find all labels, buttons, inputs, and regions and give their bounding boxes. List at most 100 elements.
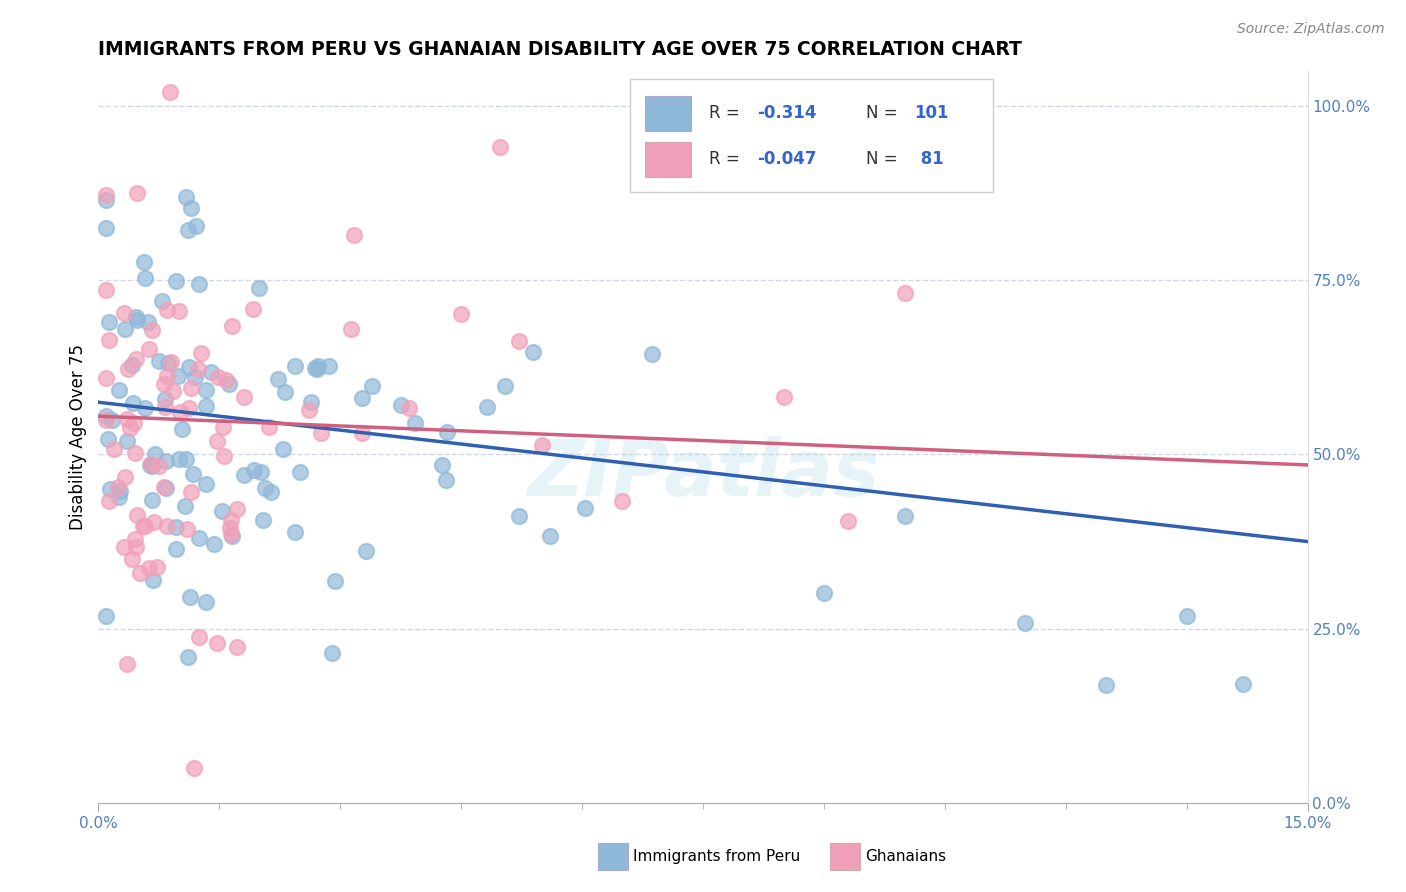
Point bbox=[148, 354, 170, 368]
Point bbox=[169, 405, 191, 419]
Point bbox=[121, 358, 143, 372]
Point bbox=[115, 657, 138, 671]
Point bbox=[450, 307, 472, 321]
Point bbox=[177, 649, 200, 664]
Point bbox=[165, 520, 187, 534]
Point bbox=[141, 323, 163, 337]
Text: -0.314: -0.314 bbox=[758, 104, 817, 122]
Point bbox=[195, 383, 218, 397]
Point bbox=[108, 490, 131, 504]
Point bbox=[97, 432, 120, 446]
Point bbox=[190, 346, 212, 360]
Point bbox=[475, 400, 498, 414]
Point bbox=[153, 376, 176, 391]
Point bbox=[430, 458, 453, 472]
Point bbox=[211, 504, 233, 518]
Point bbox=[299, 395, 322, 409]
Point bbox=[155, 481, 177, 495]
Point bbox=[242, 302, 264, 317]
Point bbox=[233, 467, 256, 482]
Point bbox=[128, 566, 150, 580]
Point bbox=[1095, 678, 1118, 692]
Point bbox=[174, 190, 197, 204]
Point bbox=[98, 482, 121, 496]
Point bbox=[179, 590, 201, 604]
Point bbox=[214, 449, 236, 463]
Point bbox=[1232, 677, 1254, 691]
Point bbox=[112, 305, 135, 319]
Point bbox=[218, 376, 240, 391]
Text: ZIPatlas: ZIPatlas bbox=[527, 435, 879, 512]
Point bbox=[177, 401, 200, 416]
Point bbox=[114, 470, 136, 484]
Point bbox=[172, 422, 194, 436]
Point bbox=[361, 379, 384, 393]
Point bbox=[305, 361, 328, 376]
Point bbox=[165, 274, 187, 288]
Point bbox=[146, 559, 169, 574]
Text: R =: R = bbox=[709, 150, 745, 168]
Point bbox=[212, 420, 235, 434]
Point bbox=[522, 345, 544, 359]
Point bbox=[772, 390, 794, 404]
Point bbox=[343, 227, 366, 242]
Point bbox=[304, 360, 326, 375]
Point bbox=[250, 466, 273, 480]
Point bbox=[167, 304, 190, 318]
Point bbox=[108, 484, 131, 499]
Point bbox=[1014, 615, 1036, 630]
Point bbox=[180, 485, 202, 500]
Point bbox=[122, 417, 145, 431]
Point bbox=[134, 401, 156, 415]
Point bbox=[127, 186, 149, 201]
Point bbox=[389, 398, 412, 412]
Point bbox=[162, 384, 184, 398]
Point bbox=[226, 501, 249, 516]
Text: Source: ZipAtlas.com: Source: ZipAtlas.com bbox=[1237, 22, 1385, 37]
Point bbox=[138, 342, 160, 356]
Point bbox=[96, 409, 118, 423]
Point bbox=[117, 362, 139, 376]
Point bbox=[96, 187, 118, 202]
Point bbox=[153, 480, 176, 494]
Point bbox=[159, 85, 181, 99]
Point bbox=[148, 459, 170, 474]
Point bbox=[156, 356, 179, 370]
Point bbox=[318, 359, 340, 373]
Point bbox=[114, 322, 136, 336]
Point bbox=[96, 283, 118, 297]
Point bbox=[96, 413, 118, 427]
Point bbox=[252, 513, 274, 527]
Point bbox=[271, 442, 294, 456]
Point bbox=[283, 359, 305, 374]
Point bbox=[215, 373, 238, 387]
Point bbox=[219, 513, 242, 527]
Point bbox=[167, 452, 190, 467]
Point bbox=[323, 574, 346, 589]
Point bbox=[183, 761, 205, 775]
Point bbox=[96, 220, 118, 235]
Point bbox=[139, 458, 162, 472]
Point bbox=[187, 361, 209, 376]
Point bbox=[96, 609, 118, 624]
Point bbox=[176, 222, 198, 236]
Text: N =: N = bbox=[866, 104, 903, 122]
Point bbox=[125, 540, 148, 554]
Point bbox=[284, 525, 307, 540]
Point bbox=[893, 285, 915, 300]
Point bbox=[508, 509, 530, 524]
Point bbox=[134, 271, 156, 285]
Point bbox=[98, 333, 121, 347]
Point bbox=[837, 514, 859, 528]
Point bbox=[141, 457, 163, 471]
Point bbox=[494, 379, 516, 393]
FancyBboxPatch shape bbox=[630, 78, 993, 192]
Point bbox=[134, 518, 156, 533]
Point bbox=[188, 531, 211, 545]
Point bbox=[893, 508, 915, 523]
Point bbox=[136, 315, 159, 329]
Point bbox=[98, 315, 121, 329]
Point bbox=[205, 434, 228, 448]
Point bbox=[641, 347, 664, 361]
Y-axis label: Disability Age Over 75: Disability Age Over 75 bbox=[69, 344, 87, 530]
